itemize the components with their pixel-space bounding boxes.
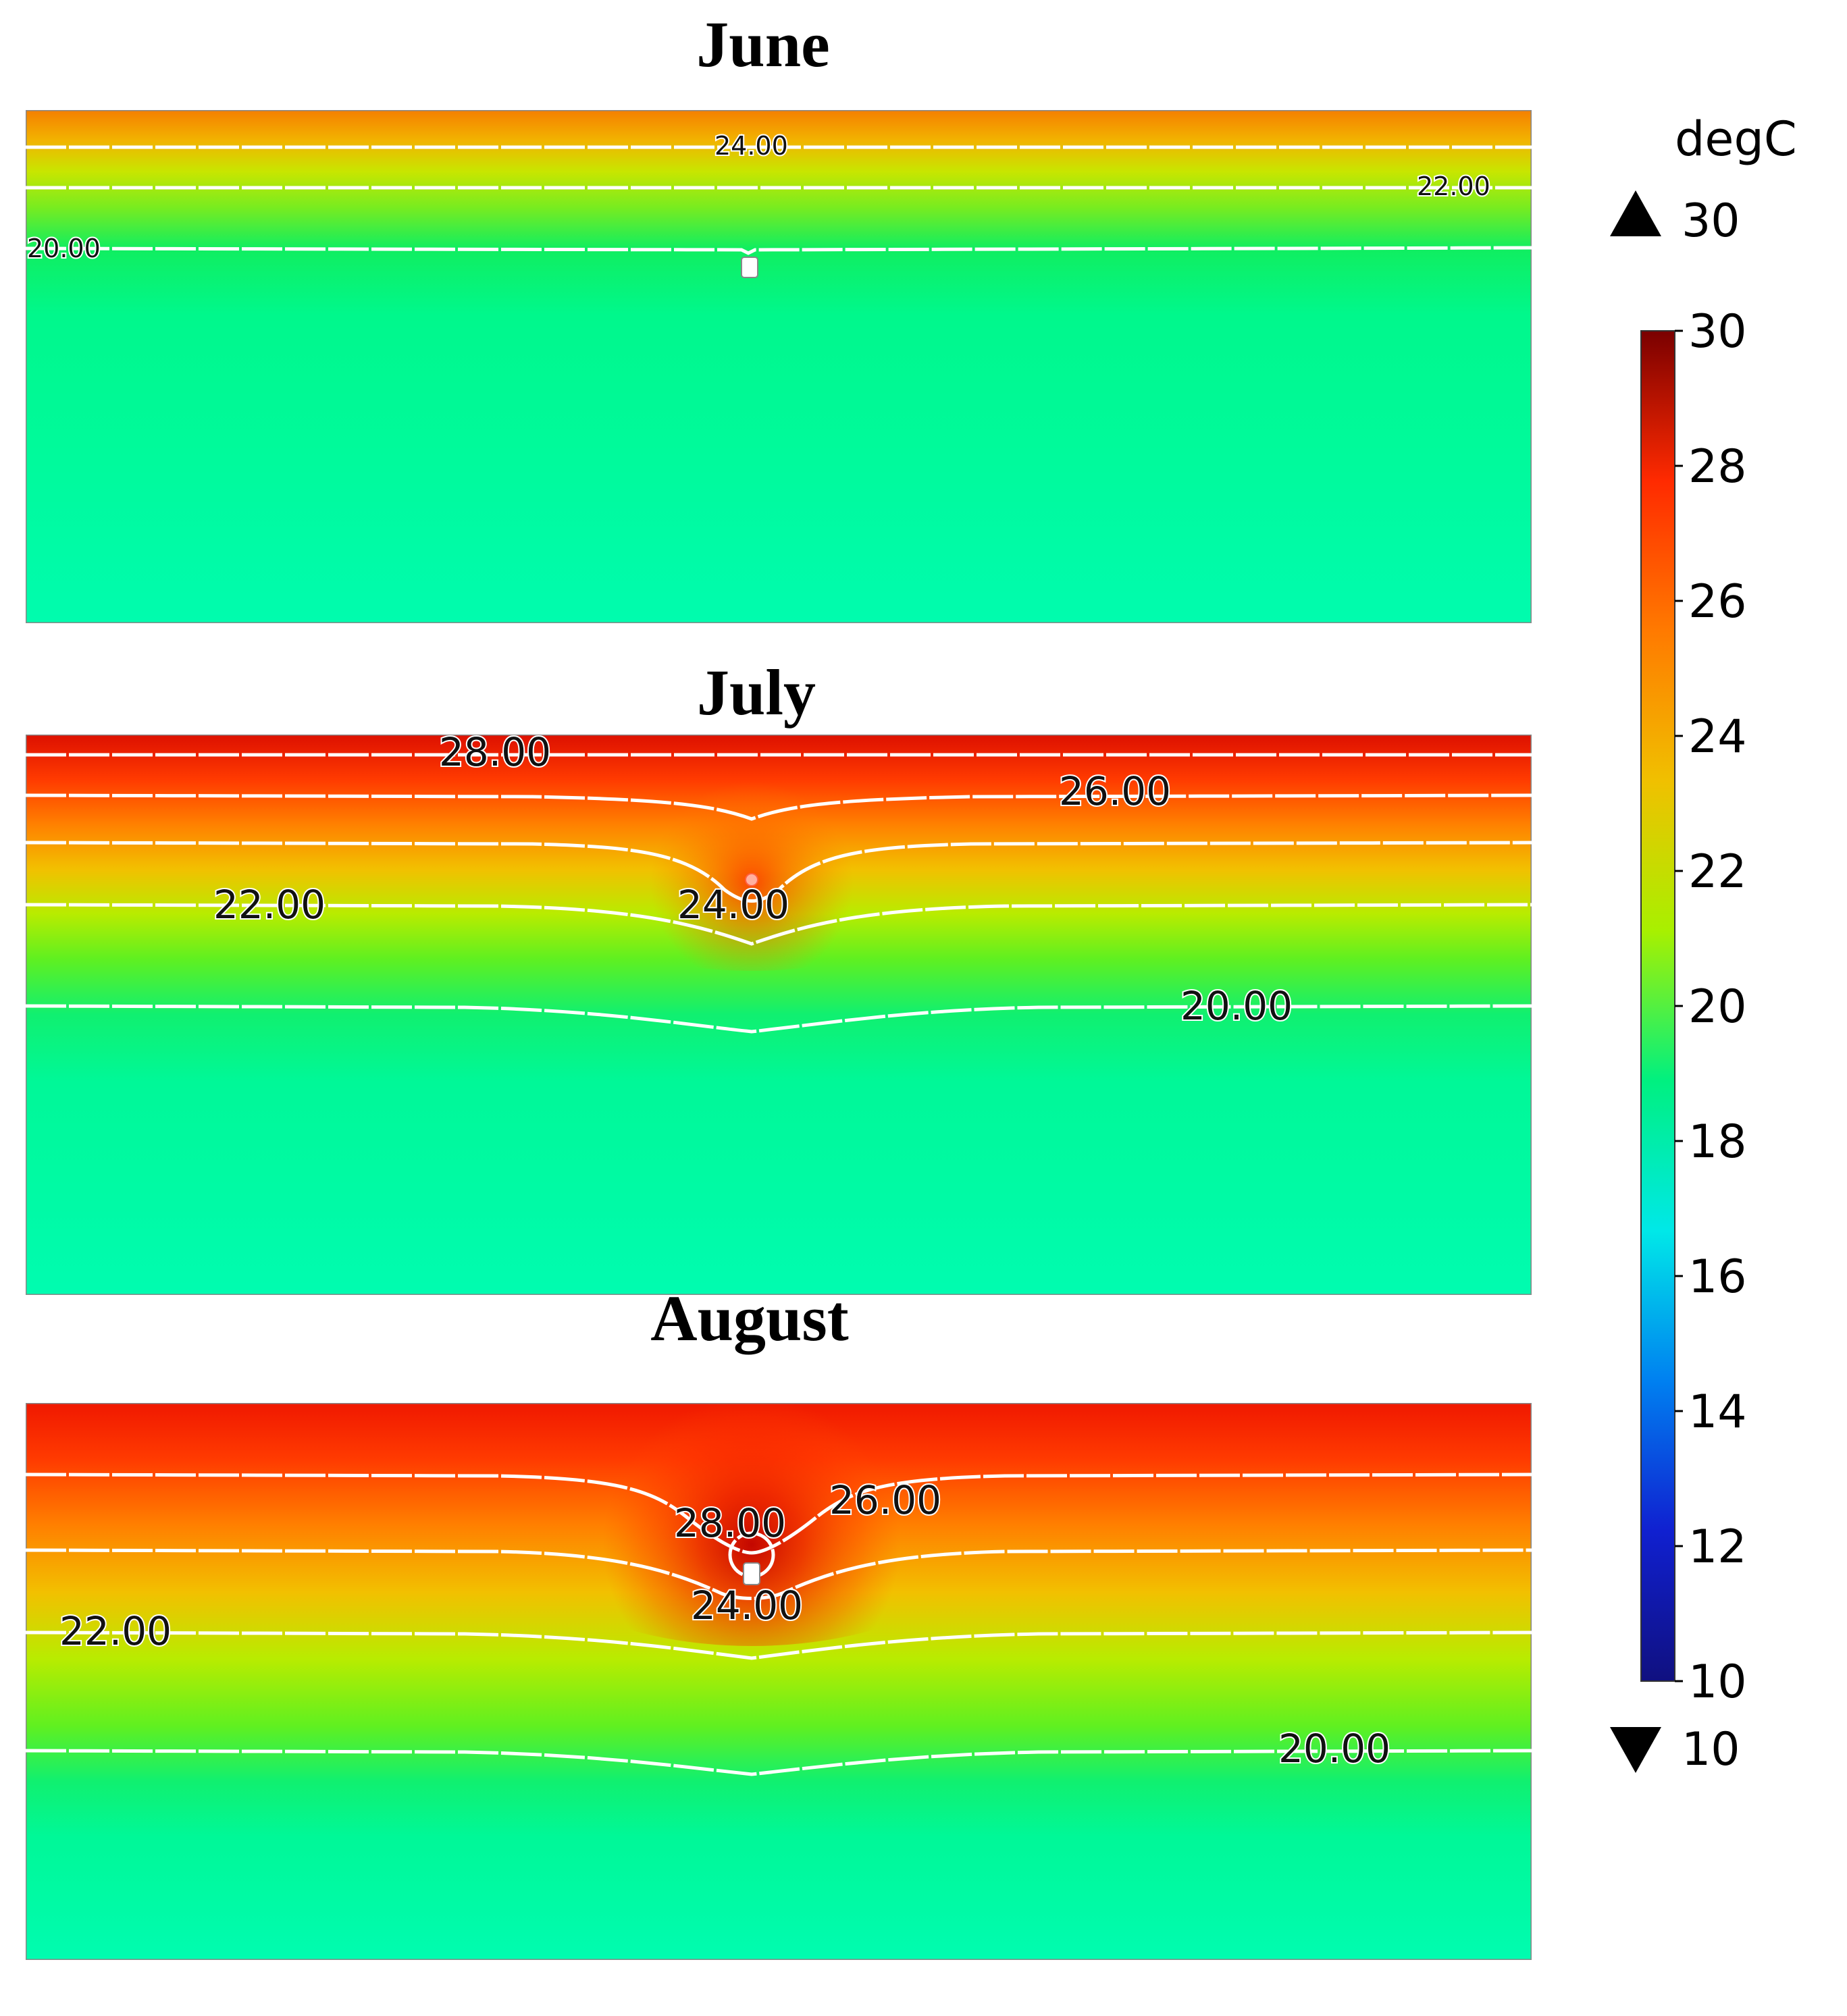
- august-label-22: 22.00: [59, 1608, 172, 1654]
- colorbar-tick-label: 14: [1688, 1385, 1747, 1439]
- colorbar-ticks: 30 28 26 24 22 20 18 16 14 12 10: [1675, 305, 1747, 1709]
- colorbar-tick-label: 30: [1688, 305, 1747, 359]
- colorbar-tick-label: 18: [1688, 1115, 1747, 1169]
- august-heat-source: [743, 1562, 760, 1585]
- july-label-26: 26.00: [1059, 768, 1171, 814]
- colorbar: degC 30 30 28 26 24 22 20 18 16 14 12 10 10: [1610, 111, 1797, 1776]
- july-heat-source: [745, 873, 758, 886]
- heatmap-july: 28.00 26.00 24.00 22.00 20.00: [26, 735, 1532, 1295]
- colorbar-tick-label: 22: [1688, 845, 1747, 899]
- august-label-24: 24.00: [691, 1583, 803, 1628]
- panel-title-june: June: [696, 8, 830, 80]
- colorbar-max-label: 30: [1682, 194, 1740, 248]
- colorbar-tick-label: 12: [1688, 1520, 1747, 1574]
- august-label-28: 28.00: [674, 1500, 786, 1546]
- colorbar-tick-label: 26: [1688, 575, 1747, 629]
- colorbar-tick-label: 24: [1688, 710, 1747, 764]
- panel-title-july: July: [696, 656, 816, 728]
- heatmap-august: 28.00 26.00 24.00 22.00 20.00: [26, 1403, 1532, 1960]
- august-contour-20: [26, 1749, 1532, 1776]
- colorbar-tick-label: 28: [1688, 440, 1747, 494]
- colorbar-min-label: 10: [1682, 1723, 1740, 1776]
- june-contour-20: [26, 246, 1532, 255]
- june-label-24: 24.00: [714, 131, 788, 161]
- july-hot-zone: [536, 768, 968, 971]
- colorbar-tick-label: 16: [1688, 1250, 1747, 1304]
- june-heat-source: [741, 257, 758, 278]
- august-contour-22: [26, 1630, 1532, 1660]
- august-contour-24: [26, 1548, 1532, 1600]
- colorbar-tick-label: 20: [1688, 980, 1747, 1034]
- july-label-22: 22.00: [213, 882, 326, 928]
- panel-title-august: August: [650, 1282, 849, 1354]
- colorbar-tick-label: 10: [1688, 1655, 1747, 1709]
- august-hot-zone: [495, 1403, 1008, 1646]
- july-contour-26: [26, 793, 1532, 821]
- july-contour-20: [26, 1004, 1532, 1034]
- june-label-22: 22.00: [1417, 171, 1490, 201]
- heatmap-june: 24.00 22.00 20.00: [26, 110, 1532, 623]
- colorbar-unit: degC: [1675, 111, 1797, 167]
- july-label-24: 24.00: [677, 882, 789, 928]
- july-contour-24: [26, 841, 1532, 903]
- july-label-28: 28.00: [439, 735, 551, 775]
- august-contour-26: [26, 1473, 1532, 1555]
- july-label-20: 20.00: [1180, 983, 1293, 1029]
- june-label-20: 20.00: [27, 234, 101, 263]
- colorbar-bar: [1640, 330, 1675, 1682]
- colorbar-max-arrow: [1610, 190, 1661, 236]
- july-contour-22: [26, 903, 1532, 946]
- colorbar-min-arrow: [1610, 1727, 1661, 1773]
- june-temperature-field: [26, 110, 1532, 623]
- august-label-20: 20.00: [1278, 1726, 1390, 1772]
- august-label-26: 26.00: [829, 1477, 941, 1523]
